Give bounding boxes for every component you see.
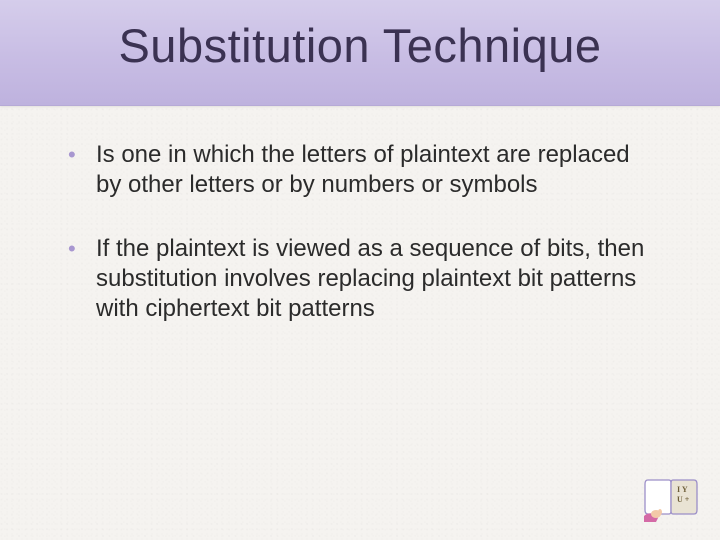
bullet-glyph-icon: • — [68, 234, 96, 264]
slide-body: • Is one in which the letters of plainte… — [68, 140, 660, 358]
bullet-item: • Is one in which the letters of plainte… — [68, 140, 660, 200]
bullet-glyph-icon: • — [68, 140, 96, 170]
book-alphabet-icon: I Y U + — [642, 470, 700, 522]
svg-text:U +: U + — [677, 495, 690, 504]
bullet-item: • If the plaintext is viewed as a sequen… — [68, 234, 660, 324]
bullet-text: If the plaintext is viewed as a sequence… — [96, 234, 660, 324]
slide-title: Substitution Technique — [0, 18, 720, 73]
bullet-text: Is one in which the letters of plaintext… — [96, 140, 660, 200]
svg-text:I Y: I Y — [677, 485, 688, 494]
